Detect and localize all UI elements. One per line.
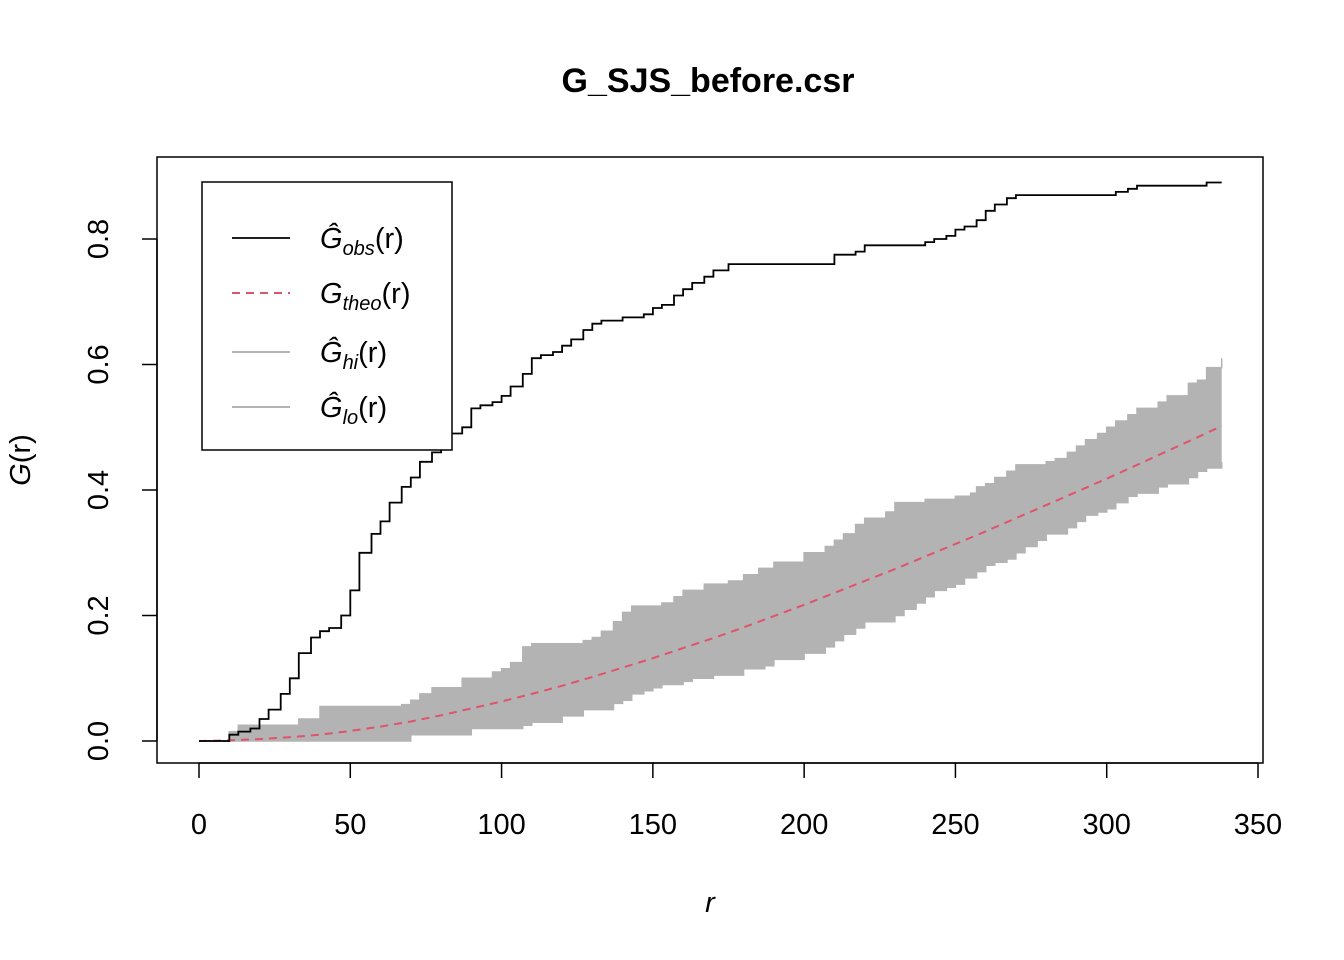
legend-symbol: G [320, 278, 343, 310]
y-axis: 0.0 0.2 0.4 0.6 0.8 [83, 219, 158, 761]
legend: Ĝobs(r)Gtheo(r)Ĝhi(r)Ĝlo(r) [201, 181, 453, 451]
plot-area [198, 181, 1223, 742]
x-tick-label: 350 [1234, 809, 1282, 841]
y-tick-label: 0.0 [83, 721, 115, 761]
series-line-obs [199, 181, 1222, 742]
y-axis-label-symbol: G [5, 463, 37, 486]
legend-argument: (r) [358, 392, 387, 424]
legend-label-hi: Ĝhi(r) [320, 335, 387, 374]
x-tick-label: 50 [334, 809, 366, 841]
x-tick-label: 300 [1083, 809, 1131, 841]
y-tick-label: 0.6 [83, 344, 115, 384]
legend-subscript: obs [343, 238, 375, 260]
legend-label-obs: Ĝobs(r) [320, 221, 404, 260]
y-tick-label: 0.8 [83, 219, 115, 259]
x-tick-label: 200 [780, 809, 828, 841]
legend-box [201, 181, 453, 451]
legend-symbol: Ĝ [320, 390, 343, 424]
legend-subscript: hi [343, 352, 359, 374]
legend-symbol: Ĝ [320, 335, 343, 369]
x-tick-label: 0 [191, 809, 207, 841]
x-tick-label: 150 [629, 809, 677, 841]
legend-symbol: Ĝ [320, 221, 343, 255]
svg-text:G(r): G(r) [5, 434, 37, 486]
x-tick-label: 100 [477, 809, 525, 841]
y-axis-label-argument: (r) [5, 434, 37, 463]
legend-label-theo: Gtheo(r) [320, 278, 410, 315]
y-tick-label: 0.4 [83, 470, 115, 510]
legend-argument: (r) [358, 337, 387, 369]
x-axis-label: r [705, 887, 716, 919]
y-tick-label: 0.2 [83, 595, 115, 635]
legend-argument: (r) [375, 223, 404, 255]
legend-argument: (r) [382, 278, 411, 310]
x-axis: 0 50 100 150 200 250 300 350 [191, 762, 1282, 841]
legend-subscript: lo [343, 407, 359, 429]
legend-subscript: theo [343, 293, 382, 315]
y-axis-label: G(r) [5, 434, 37, 486]
series-line-lo [199, 461, 1223, 742]
envelope-band [199, 358, 1222, 741]
chart-title: G_SJS_before.csr [562, 62, 855, 100]
x-tick-label: 250 [931, 809, 979, 841]
series-line-hi [199, 358, 1223, 742]
series-line-theo [198, 425, 1223, 742]
legend-label-lo: Ĝlo(r) [320, 390, 387, 429]
